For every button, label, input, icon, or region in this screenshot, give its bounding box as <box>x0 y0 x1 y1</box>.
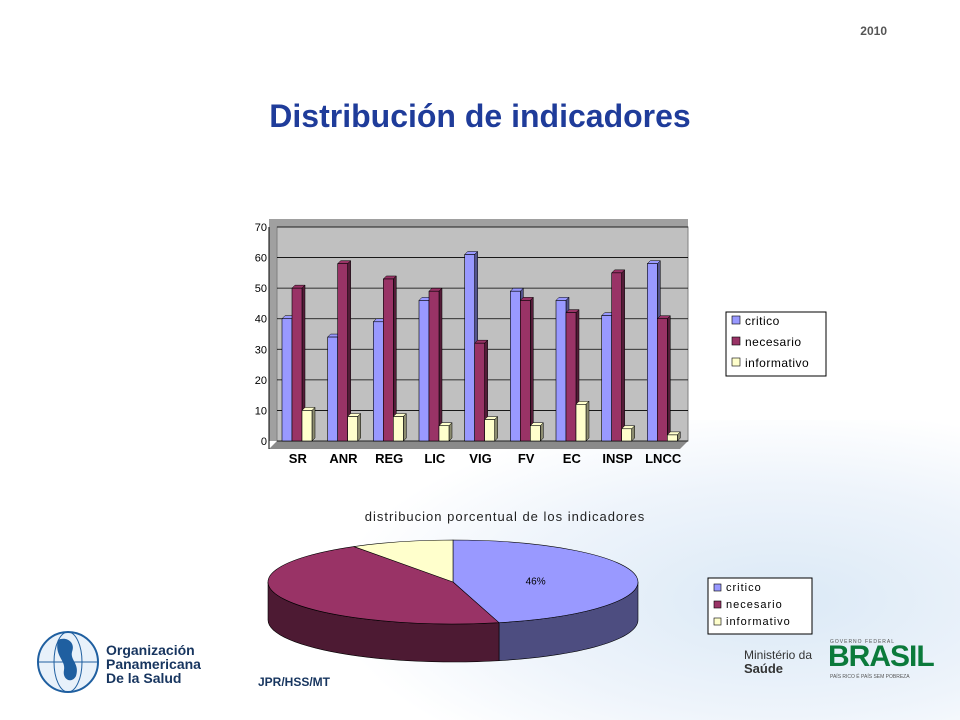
bar <box>393 416 404 442</box>
x-tick-label: FV <box>518 451 535 466</box>
pie-legend-label: critico <box>726 582 762 594</box>
pie-legend-swatch <box>713 583 722 592</box>
brasil-top-text: GOVERNO FEDERAL <box>830 639 896 645</box>
legend-swatch <box>731 315 741 325</box>
pie-slice <box>353 539 454 583</box>
bar-side <box>631 425 635 442</box>
bar <box>555 300 567 442</box>
bar <box>621 428 632 442</box>
bar <box>601 315 612 442</box>
ministerio-logo: Ministério da Saúde <box>744 648 812 676</box>
y-tick-label: 20 <box>255 375 267 387</box>
x-tick-label: SR <box>289 451 308 466</box>
x-tick-label: LNCC <box>645 451 682 466</box>
bar <box>530 425 541 442</box>
x-tick-label: INSP <box>602 451 633 466</box>
bar <box>657 318 668 442</box>
bar-side <box>311 406 316 442</box>
bar-legend <box>725 311 827 377</box>
x-tick-label: ANR <box>329 451 358 466</box>
y-tick-label: 40 <box>255 314 267 326</box>
bar <box>301 410 313 442</box>
bar-side <box>438 287 443 442</box>
bar <box>347 416 358 442</box>
org-name: Organización Panamericana De la Salud <box>106 643 201 685</box>
bar <box>428 290 440 442</box>
bar <box>667 434 678 442</box>
y-tick-label: 70 <box>255 222 267 234</box>
bar <box>438 425 450 442</box>
pie-slice <box>452 539 639 623</box>
bar <box>418 300 430 442</box>
legend-label: informativo <box>745 356 809 370</box>
bar-side <box>530 296 534 442</box>
bar-side <box>540 422 544 442</box>
pie-legend-label: informativo <box>726 616 791 628</box>
brasil-slogan: PAÍS RICO É PAÍS SEM POBREZA <box>830 674 910 680</box>
bar <box>474 342 485 442</box>
bar <box>484 419 495 442</box>
bar-side <box>448 422 453 442</box>
org-line-2: Panamericana <box>106 656 201 672</box>
pie-legend-swatch <box>713 617 722 626</box>
pie-legend-label: necesario <box>726 599 783 611</box>
org-line-1: Organización <box>106 642 195 658</box>
pie-data-label: 46% <box>526 577 546 588</box>
ministerio-line-2: Saúde <box>744 661 784 676</box>
bar <box>337 263 348 442</box>
bar <box>373 321 384 442</box>
footer-code: JPR/HSS/MT <box>258 675 331 689</box>
bar <box>281 318 293 442</box>
ministerio-line-1: Ministério da <box>744 648 813 662</box>
pie-slice <box>267 546 500 625</box>
page-title: Distribución de indicadores <box>269 98 691 134</box>
org-line-3: De la Salud <box>106 670 182 686</box>
pie-legend <box>707 577 813 635</box>
legend-swatch <box>731 357 741 367</box>
bar <box>520 300 531 442</box>
bar <box>464 254 475 442</box>
bar <box>327 336 338 442</box>
pie-legend-swatch <box>713 600 722 609</box>
bar <box>647 263 658 442</box>
bar <box>611 272 622 442</box>
bar-side <box>585 400 590 442</box>
bar-side <box>667 315 671 442</box>
legend-label: necesario <box>745 335 802 349</box>
legend-swatch <box>731 336 741 346</box>
bar <box>383 278 394 442</box>
bar-side <box>403 412 407 442</box>
bar <box>291 287 303 442</box>
y-tick-label: 10 <box>255 405 267 417</box>
x-tick-label: REG <box>375 451 403 466</box>
bar-side <box>621 269 625 442</box>
year-label: 2010 <box>860 24 887 38</box>
bar-plot-floor <box>269 441 688 449</box>
bar-side <box>357 412 361 442</box>
y-tick-label: 30 <box>255 344 267 356</box>
bar <box>575 404 587 442</box>
pie-chart-title: distribucion porcentual de los indicador… <box>364 509 646 524</box>
bar-side <box>494 415 498 442</box>
legend-label: critico <box>745 314 780 328</box>
x-tick-label: LIC <box>424 451 446 466</box>
y-tick-label: 0 <box>261 436 267 448</box>
y-tick-label: 50 <box>255 283 267 295</box>
x-tick-label: VIG <box>469 451 491 466</box>
bar <box>510 290 521 442</box>
bar <box>565 312 577 442</box>
y-tick-label: 60 <box>255 253 267 265</box>
x-tick-label: EC <box>563 451 582 466</box>
brasil-logo: BRASIL <box>828 640 935 673</box>
